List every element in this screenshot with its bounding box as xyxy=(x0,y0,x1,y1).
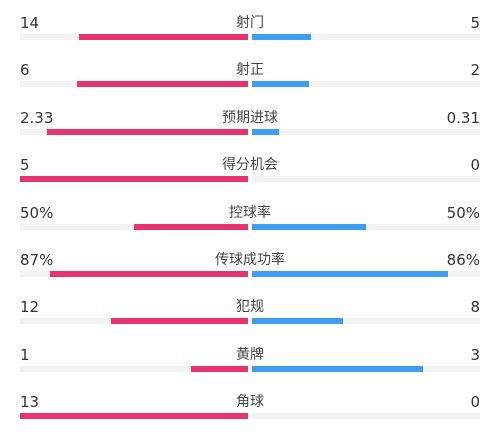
home-bar-track xyxy=(20,366,248,372)
home-bar xyxy=(111,318,248,324)
stat-label: 射正 xyxy=(236,62,264,78)
home-value: 6 xyxy=(20,61,30,79)
away-bar xyxy=(252,81,309,87)
home-value: 50% xyxy=(20,204,54,222)
stat-row-corners: 13 角球 0 xyxy=(0,393,500,433)
home-bar xyxy=(49,271,248,277)
stat-row-expected-goals: 2.33 预期进球 0.31 xyxy=(0,109,500,149)
home-bar-track xyxy=(20,129,248,135)
home-value: 2.33 xyxy=(20,109,54,127)
stat-row-yellow-cards: 1 黄牌 3 xyxy=(0,346,500,386)
away-value: 5 xyxy=(470,14,480,32)
home-bar-track xyxy=(20,34,248,40)
away-value: 86% xyxy=(446,251,480,269)
stat-row-pass-accuracy: 87% 传球成功率 86% xyxy=(0,251,500,291)
home-value: 12 xyxy=(20,298,40,316)
away-value: 0 xyxy=(470,156,480,174)
stat-label: 黄牌 xyxy=(236,347,264,363)
home-bar xyxy=(134,224,248,230)
stat-row-shots-on-target: 6 射正 2 xyxy=(0,61,500,101)
away-bar xyxy=(252,366,423,372)
home-bar-track xyxy=(20,318,248,324)
home-bar xyxy=(77,81,248,87)
away-bar-track xyxy=(252,366,480,372)
away-bar-track xyxy=(252,271,480,277)
away-value: 2 xyxy=(470,61,480,79)
away-bar xyxy=(252,318,344,324)
away-bar-track xyxy=(252,176,480,182)
home-bar xyxy=(20,176,248,182)
home-bar xyxy=(20,413,248,419)
stat-row-big-chances: 5 得分机会 0 xyxy=(0,156,500,196)
away-bar-track xyxy=(252,413,480,419)
stat-label: 控球率 xyxy=(229,205,271,221)
home-bar-track xyxy=(20,224,248,230)
away-value: 3 xyxy=(470,346,480,364)
stat-label: 传球成功率 xyxy=(215,252,285,268)
home-value: 14 xyxy=(20,14,40,32)
home-value: 5 xyxy=(20,156,30,174)
home-bar-track xyxy=(20,413,248,419)
stat-row-shots: 14 射门 5 xyxy=(0,14,500,54)
away-bar-track xyxy=(252,318,480,324)
away-bar xyxy=(252,271,449,277)
stat-label: 得分机会 xyxy=(222,157,278,173)
away-bar xyxy=(252,129,280,135)
away-value: 0 xyxy=(470,393,480,411)
home-bar xyxy=(79,34,248,40)
away-bar-track xyxy=(252,81,480,87)
stat-label: 预期进球 xyxy=(222,110,278,126)
home-value: 1 xyxy=(20,346,30,364)
away-value: 8 xyxy=(470,298,480,316)
home-bar-track xyxy=(20,176,248,182)
away-bar-track xyxy=(252,34,480,40)
stat-label: 犯规 xyxy=(236,299,264,315)
home-bar-track xyxy=(20,81,248,87)
away-bar-track xyxy=(252,224,480,230)
home-bar xyxy=(47,129,248,135)
home-value: 13 xyxy=(20,393,40,411)
away-bar-track xyxy=(252,129,480,135)
home-bar-track xyxy=(20,271,248,277)
away-value: 0.31 xyxy=(446,109,480,127)
stat-row-fouls: 12 犯规 8 xyxy=(0,298,500,338)
stat-label: 射门 xyxy=(236,15,264,31)
away-bar xyxy=(252,34,312,40)
away-value: 50% xyxy=(446,204,480,222)
away-bar xyxy=(252,224,366,230)
stat-label: 角球 xyxy=(236,394,264,410)
home-bar xyxy=(191,366,248,372)
stat-row-possession: 50% 控球率 50% xyxy=(0,204,500,244)
home-value: 87% xyxy=(20,251,54,269)
